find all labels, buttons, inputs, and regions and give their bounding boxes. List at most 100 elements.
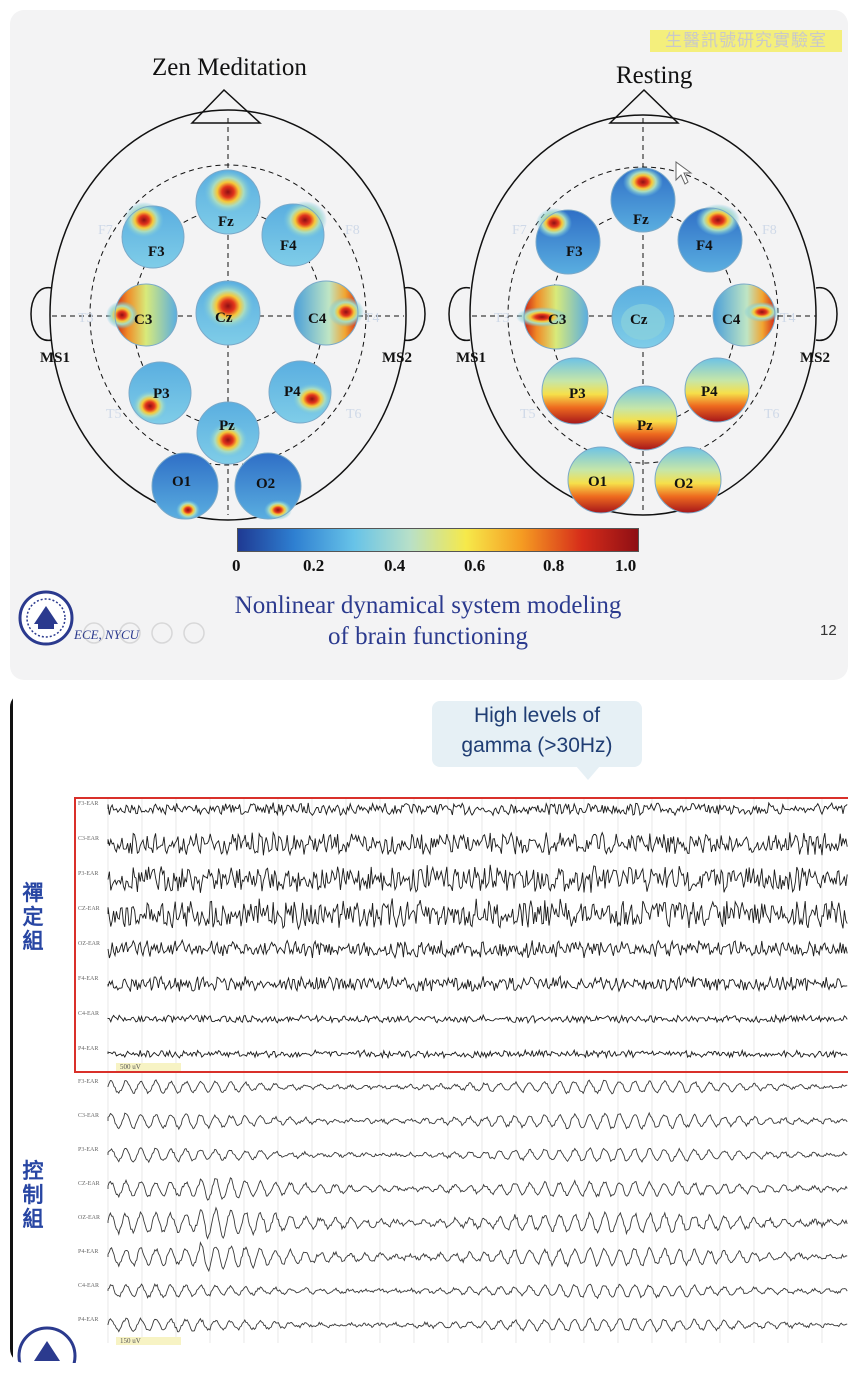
electrode-fz-rest: Fz	[610, 167, 676, 233]
electrode-o2-zen: O2	[234, 452, 302, 520]
right-head: F7 F8 T3 T4 T5 T6 MS1 MS2 Fz F3 F4 C3 Cz C4…	[448, 88, 838, 516]
group1-channel-label: CZ-EAR	[78, 906, 100, 912]
electrode-p3-zen: P3	[128, 361, 192, 425]
svg-text:F8: F8	[762, 223, 777, 238]
electrode-o1-zen: O1	[151, 452, 219, 520]
svg-text:T5: T5	[520, 407, 536, 422]
group1-channel-label: P3-EAR	[78, 871, 99, 877]
electrode-cz-rest: Cz	[611, 285, 675, 349]
gamma-callout: High levels of gamma (>30Hz)	[432, 701, 642, 767]
electrode-p3-rest: P3	[541, 357, 609, 425]
university-logo-icon-2	[17, 1326, 77, 1363]
svg-text:Fz: Fz	[218, 214, 234, 230]
gamma-highlight-box	[74, 797, 848, 1073]
colorbar-tick-2: 0.4	[384, 556, 406, 575]
colorbar-tick-5: 1.0	[615, 556, 637, 575]
electrode-fz-zen: Fz	[195, 169, 261, 235]
university-logo-icon	[18, 590, 74, 646]
caption-line-1: Nonlinear dynamical system modeling	[234, 592, 622, 619]
group1-channel-label: C3-EAR	[78, 836, 99, 842]
svg-text:O1: O1	[588, 474, 607, 490]
svg-text:F3: F3	[566, 244, 583, 260]
department-label: ECE, NYCU	[74, 627, 140, 642]
electrode-cz-zen: Cz	[195, 280, 261, 346]
svg-text:T6: T6	[764, 407, 780, 422]
svg-text:Pz: Pz	[219, 418, 235, 434]
group1-channel-label: P4-EAR	[78, 1046, 99, 1052]
svg-text:F4: F4	[696, 238, 713, 254]
group2-channel-label: P4-EAR	[78, 1317, 99, 1323]
svg-text:MS2: MS2	[382, 350, 412, 366]
electrode-pz-rest: Pz	[612, 385, 678, 451]
electrode-f4-rest: F4	[677, 204, 743, 273]
group2-scale-label: 150 uV	[116, 1337, 181, 1345]
lab-watermark: 生醫訊號研究實驗室	[650, 30, 842, 52]
group2-channel-label: C3-EAR	[78, 1113, 99, 1119]
cursor-icon	[675, 161, 693, 185]
svg-text:MS1: MS1	[40, 350, 70, 366]
resting-title: Resting	[616, 62, 693, 89]
caption-line-2: of brain functioning	[328, 623, 528, 650]
electrode-p4-rest: P4	[684, 357, 750, 423]
electrode-pz-zen: Pz	[196, 401, 260, 465]
control-group-label: 控制組	[22, 1159, 44, 1231]
zoom-icon	[151, 622, 173, 644]
colorbar	[237, 528, 639, 552]
electrode-f3-rest: F3	[535, 208, 601, 275]
group2-channel-label: OZ-EAR	[78, 1215, 100, 1221]
svg-text:T6: T6	[346, 407, 362, 422]
group1-channel-label: F3-EAR	[78, 801, 99, 807]
prev-icon	[83, 622, 105, 644]
svg-text:T5: T5	[106, 407, 122, 422]
electrode-o1-rest: O1	[567, 446, 635, 514]
electrode-f4-zen: F4	[261, 201, 327, 267]
left-head: F7 F8 T3 T4 T5 T6 MS1 MS2 Fz F3 F4 C3 Cz C4…	[30, 88, 426, 521]
group2-channel-label: C4-EAR	[78, 1283, 99, 1289]
electrode-o2-rest: O2	[654, 446, 722, 514]
player-controls	[83, 622, 205, 644]
svg-text:Fz: Fz	[633, 212, 649, 228]
slide-caption: Nonlinear dynamical system modeling of b…	[128, 590, 728, 652]
page-number: 12	[820, 622, 837, 639]
svg-text:MS1: MS1	[456, 350, 486, 366]
colorbar-tick-1: 0.2	[303, 556, 325, 575]
svg-text:O2: O2	[674, 476, 693, 492]
svg-text:F3: F3	[148, 244, 165, 260]
electrode-c3-zen: C3	[106, 283, 178, 347]
svg-text:T4: T4	[364, 311, 380, 326]
slide-brain-maps: 生醫訊號研究實驗室 Zen Meditation Resting	[10, 10, 848, 680]
svg-text:P3: P3	[153, 386, 170, 402]
colorbar-tick-0: 0	[232, 556, 241, 575]
svg-text:F7: F7	[98, 223, 113, 238]
electrode-c4-rest: C4	[712, 283, 780, 347]
zen-meditation-title: Zen Meditation	[152, 54, 307, 81]
svg-text:C4: C4	[308, 311, 327, 327]
svg-text:O1: O1	[172, 474, 191, 490]
zen-group-label: 禪定組	[22, 881, 44, 953]
slide-eeg-traces: High levels of gamma (>30Hz) 禪定組 控制組 F3-…	[10, 693, 848, 1363]
svg-text:T3: T3	[78, 311, 94, 326]
group1-channel-label: C4-EAR	[78, 1011, 99, 1017]
svg-text:F8: F8	[345, 223, 360, 238]
svg-text:F7: F7	[512, 223, 527, 238]
svg-text:Cz: Cz	[630, 312, 648, 328]
svg-text:T3: T3	[494, 311, 510, 326]
head-maps: F7 F8 T3 T4 T5 T6 MS1 MS2 Fz F3 F4 C3 Cz C4…	[30, 88, 838, 521]
svg-text:P3: P3	[569, 386, 586, 402]
callout-line-2: gamma (>30Hz)	[461, 734, 613, 757]
electrode-c3-rest: C3	[516, 284, 589, 350]
svg-text:Cz: Cz	[215, 310, 233, 326]
svg-text:T4: T4	[780, 311, 796, 326]
eeg-traces	[107, 797, 848, 1343]
svg-text:P4: P4	[701, 384, 718, 400]
group1-scale-label: 500 uV	[116, 1063, 181, 1071]
colorbar-tick-4: 0.8	[543, 556, 565, 575]
colorbar-tick-3: 0.6	[464, 556, 486, 575]
svg-text:C3: C3	[548, 312, 566, 328]
electrode-f3-zen: F3	[121, 202, 185, 269]
callout-line-1: High levels of	[473, 704, 601, 727]
svg-text:Pz: Pz	[637, 418, 653, 434]
callout-pointer-icon	[576, 766, 600, 780]
svg-text:F4: F4	[280, 238, 297, 254]
group2-channel-label: F3-EAR	[78, 1079, 99, 1085]
